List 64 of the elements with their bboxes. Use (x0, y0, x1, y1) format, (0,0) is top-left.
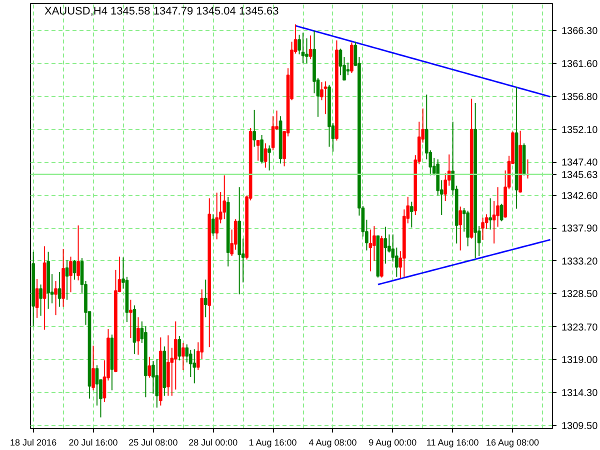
candlestick (58, 271, 62, 308)
candlestick (204, 279, 208, 318)
candlestick (260, 134, 264, 164)
candlestick (458, 206, 462, 251)
candlestick (76, 224, 80, 281)
candlestick (215, 192, 219, 240)
candlestick (181, 342, 185, 371)
x-tick-label: 18 Jul 2016 (10, 438, 57, 448)
x-tick-label: 25 Jul 08:00 (128, 438, 178, 448)
candlestick (35, 278, 39, 318)
x-tick-label: 4 Aug 08:00 (308, 438, 357, 448)
candlestick (301, 32, 305, 64)
y-tick-label: 1342.60 (562, 190, 598, 202)
candlestick (155, 358, 159, 408)
candlestick (95, 364, 99, 406)
x-tick-label: 16 Aug 08:00 (486, 438, 540, 448)
chart-title: XAUUSD,H4 1345.58 1347.79 1345.04 1345.63 (44, 6, 279, 18)
candlestick (39, 284, 42, 316)
y-tick-label: 1309.50 (562, 421, 598, 432)
candlestick (222, 174, 226, 220)
y-tick-label: 1328.50 (562, 289, 598, 300)
y-tick-label: 1361.60 (562, 58, 598, 70)
x-tick-label: 28 Jul 00:00 (188, 438, 238, 448)
candlestick (256, 140, 260, 162)
candlestick (211, 214, 215, 236)
y-tick-label: 1314.30 (562, 388, 598, 399)
candlestick (368, 229, 372, 272)
x-tick-label: 11 Aug 16:00 (426, 438, 479, 448)
candlestick (136, 316, 140, 356)
candlestick (481, 217, 484, 240)
y-tick-label: 1347.40 (562, 158, 598, 169)
candlestick (264, 142, 268, 168)
candlestick (178, 335, 182, 361)
line-series (377, 238, 551, 286)
y-tick-label: 1337.90 (562, 224, 598, 235)
candlestick (410, 201, 414, 228)
ref-line-label: 1345.63 (562, 170, 598, 181)
candlestick (492, 200, 496, 244)
y-tick-label: 1319.00 (562, 355, 598, 366)
candlestick (69, 256, 72, 293)
candlestick (500, 203, 504, 222)
candlestick (65, 260, 69, 300)
candlestick (129, 299, 132, 339)
y-tick-label: 1352.10 (562, 124, 598, 136)
candlestick (308, 34, 312, 60)
x-tick-label: 9 Aug 00:00 (368, 438, 417, 448)
candlestick (92, 345, 95, 391)
candlestick (268, 144, 271, 171)
line-series (294, 25, 551, 98)
y-tick-label: 1333.20 (562, 256, 598, 268)
candlestick (252, 109, 256, 148)
y-tick-label: 1323.70 (562, 322, 598, 334)
candlestick (192, 348, 196, 384)
candlestick (148, 356, 152, 378)
candlestick (54, 280, 58, 316)
candlestick (271, 116, 275, 151)
x-tick-label: 1 Aug 16:00 (248, 438, 297, 448)
candlestick (324, 80, 328, 115)
x-tick-label: 20 Jul 16:00 (68, 438, 118, 448)
candlestick (488, 198, 492, 230)
candlestick (384, 226, 388, 264)
y-tick-label: 1356.80 (562, 92, 598, 104)
y-tick-label: 1366.30 (562, 26, 598, 38)
candlestick (72, 260, 76, 280)
